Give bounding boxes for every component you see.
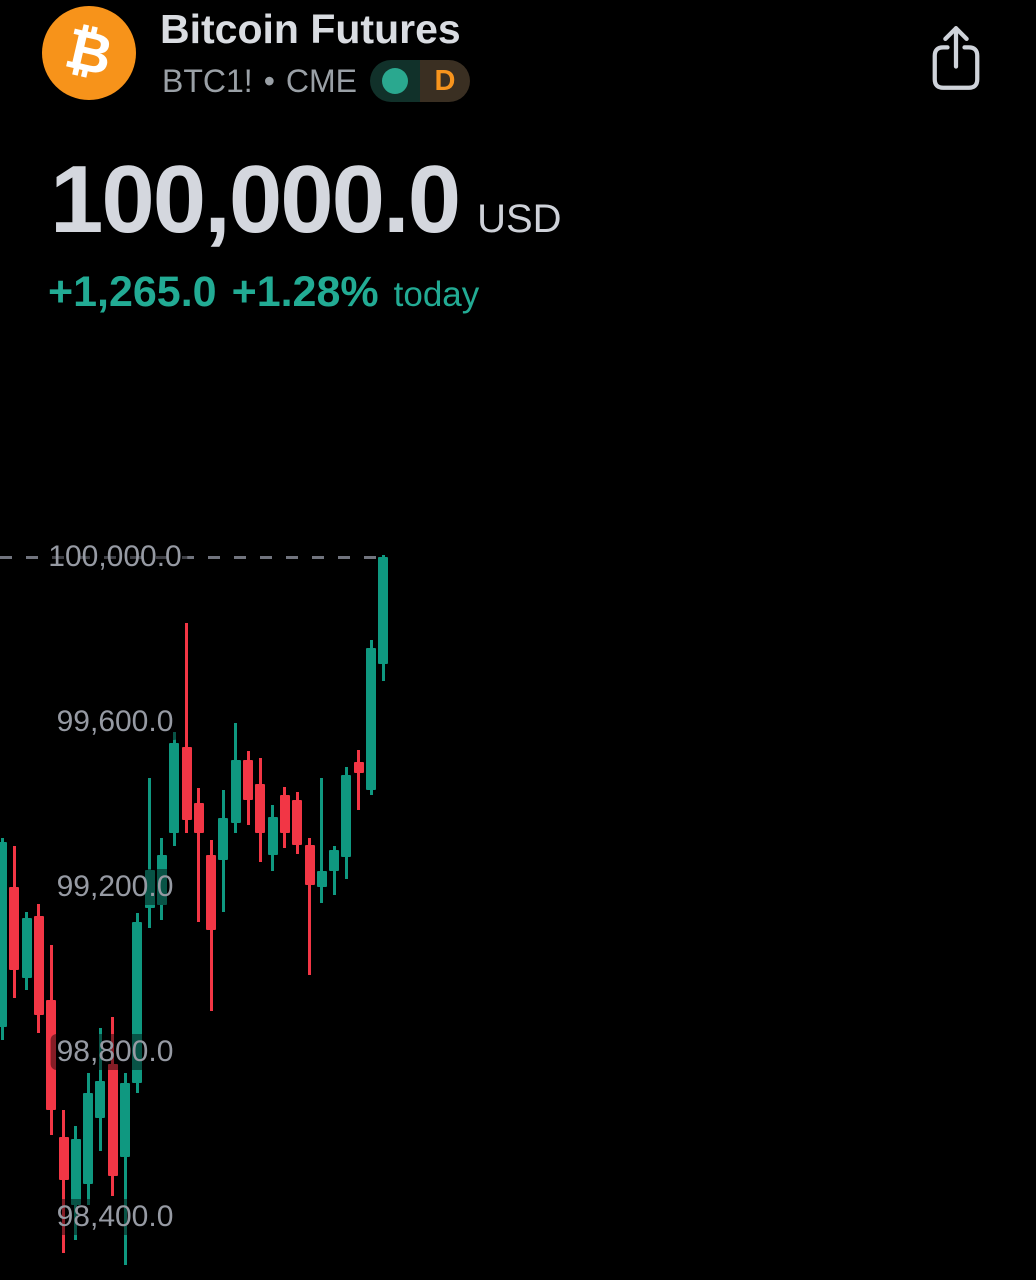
candle-body [21,917,32,978]
candle-body [58,1136,69,1180]
axis-tick-label: 99,200.0 [50,869,180,905]
candle-body [181,747,192,821]
price-currency: USD [477,197,562,241]
candle-body [304,844,315,885]
candle-wick [357,750,361,810]
candle-wick [123,1072,127,1265]
candle-wick [185,623,188,834]
bitcoin-b-glyph: ₿ [59,15,119,90]
candle-wick [320,778,324,904]
candle-wick [197,788,201,923]
symbol-label: BTC1! [162,62,253,99]
price-row: 100,000.0 USD [50,146,562,253]
interval-toggle-right[interactable]: D [420,60,470,102]
candle-body [107,1064,118,1176]
candle-body [132,922,143,1083]
price-change-period: today [393,275,480,314]
interval-label: D [434,64,456,97]
candle-wick [308,837,311,975]
candle-body [144,870,155,909]
candle-body [316,870,327,887]
candle-body [279,795,290,833]
share-button[interactable] [928,24,984,92]
candle-body [218,818,229,861]
price-change-absolute: +1,265.0 [48,268,217,316]
candle-body [255,783,266,834]
symbol-subtitle: BTC1! • CME [162,63,357,100]
candle-wick [332,845,336,896]
candle-body [156,854,167,906]
price-change-row: +1,265.0 +1.28% today [48,268,479,317]
axis-tick-label: 99,600.0 [50,704,180,740]
candle-body [95,1080,106,1118]
candle-body [9,887,20,970]
candle-wick [62,1109,65,1254]
share-icon [932,26,980,90]
candle-body [243,759,253,800]
separator-dot: • [263,62,275,99]
candle-body [353,762,364,774]
candle-body [206,854,217,930]
exchange-label: CME [285,62,357,99]
candle-body [292,799,303,845]
candle-body [0,841,7,1028]
candle-body [70,1138,81,1205]
candle-body [267,816,278,855]
status-dot-icon [382,68,408,94]
candle-body [378,557,389,665]
candle-body [169,743,180,833]
axis-tick-label: 100,000.0 [42,539,188,575]
bitcoin-logo-icon: ₿ [42,6,136,100]
candle-body [230,759,241,824]
candle-wick [148,778,152,929]
candle-body [33,915,44,1015]
candle-body [329,849,340,871]
candle-body [366,648,376,791]
price-value: 100,000.0 [50,146,461,253]
candle-body [120,1082,130,1158]
axis-tick-label: 98,400.0 [50,1199,180,1235]
symbol-subtitle-row: BTC1! • CME D [162,60,470,102]
candle-body [193,802,204,833]
price-change-percent: +1.28% [231,268,379,316]
current-price-line [0,556,378,559]
candle-body [83,1093,94,1184]
interval-toggle[interactable]: D [370,60,470,102]
interval-toggle-left[interactable] [370,60,420,102]
candle-body [46,1000,57,1110]
page-title: Bitcoin Futures [160,6,461,52]
candle-body [341,775,352,857]
axis-tick-label: 98,800.0 [50,1034,180,1070]
